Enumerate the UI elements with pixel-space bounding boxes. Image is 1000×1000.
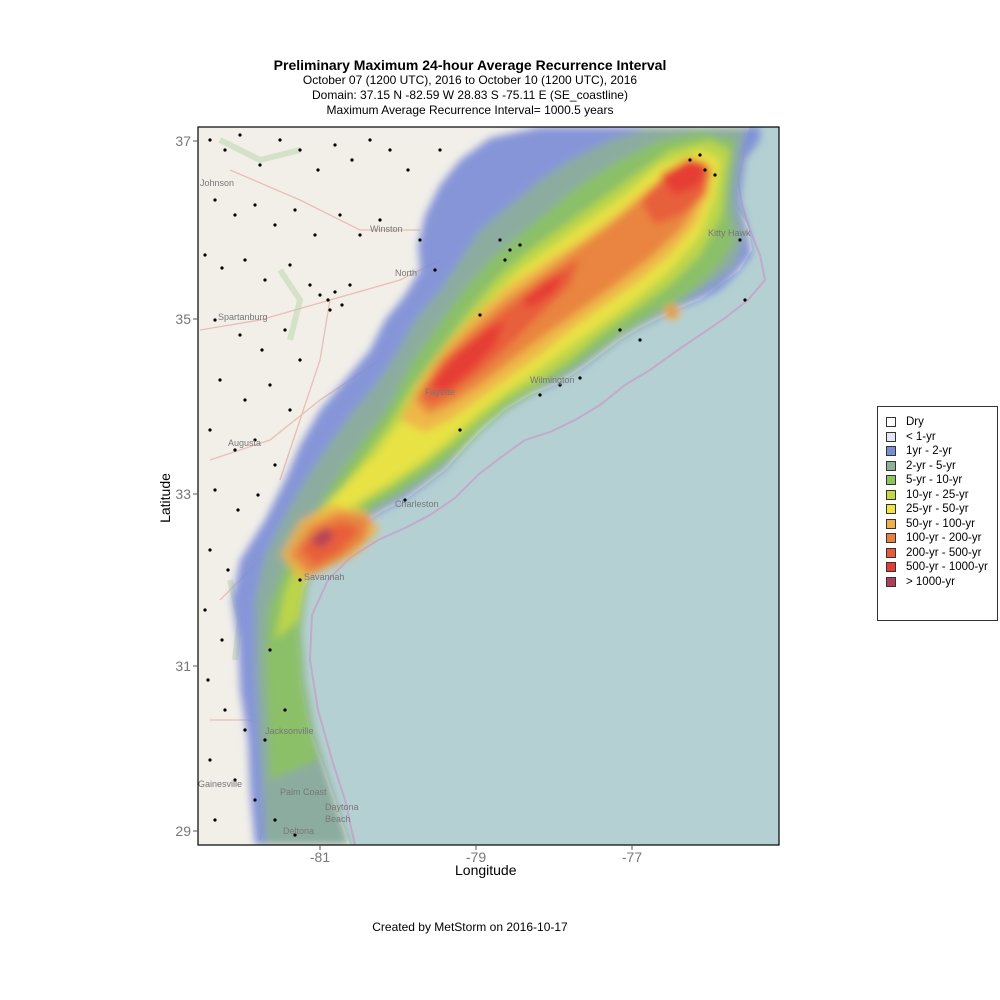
legend-item: > 1000-yr: [886, 575, 997, 590]
legend-label: < 1-yr: [906, 430, 936, 443]
city-label-augusta: Augusta: [228, 438, 261, 448]
x-axis-title: Longitude: [455, 862, 517, 878]
legend-label: 500-yr - 1000-yr: [906, 561, 988, 574]
city-label-wilmington: Wilmington: [530, 375, 575, 385]
legend-item: 25-yr - 50-yr: [886, 502, 997, 517]
city-label-daytona: Daytona: [325, 802, 359, 812]
legend-item: 50-yr - 100-yr: [886, 517, 997, 532]
city-label-johnson: Johnson: [200, 178, 234, 188]
map-subtitle-domain: Domain: 37.15 N -82.59 W 28.83 S -75.11 …: [312, 88, 628, 102]
legend-swatch: [886, 489, 896, 500]
map-frame: [197, 126, 780, 846]
city-label-jacksonville: Jacksonville: [265, 726, 314, 736]
legend-item: 2-yr - 5-yr: [886, 459, 997, 474]
city-label-palm-coast: Palm Coast: [280, 787, 327, 797]
city-label-gainesville: Gainesville: [198, 779, 242, 789]
legend: Dry < 1-yr 1yr - 2-yr 2-yr - 5-yr 5-yr -…: [877, 406, 998, 621]
legend-item: 10-yr - 25-yr: [886, 488, 997, 503]
legend-swatch: [886, 576, 896, 587]
footer-credit: Created by MetStorm on 2016-10-17: [372, 920, 568, 934]
x-tick-label: -81: [310, 849, 330, 865]
y-tick-label: 31: [175, 658, 191, 674]
city-label-kitty-hawk: Kitty Hawk: [708, 228, 751, 238]
legend-label: Dry: [906, 416, 924, 429]
city-label-spartanburg: Spartanburg: [218, 312, 268, 322]
legend-label: 1yr - 2-yr: [906, 445, 952, 458]
legend-item: Dry: [886, 415, 997, 430]
map-subtitle-maximum: Maximum Average Recurrence Interval= 100…: [326, 103, 614, 117]
legend-label: 2-yr - 5-yr: [906, 459, 956, 472]
recurrence-swath: [232, 127, 760, 845]
y-tick-label: 37: [175, 133, 191, 149]
station-points: [203, 133, 747, 837]
legend-label: 25-yr - 50-yr: [906, 503, 969, 516]
city-label-fayette: Fayette: [425, 387, 455, 397]
legend-item: < 1-yr: [886, 430, 997, 445]
city-label-winston: Winston: [370, 224, 403, 234]
city-label-beach: Beach: [325, 814, 351, 824]
y-axis-title: Latitude: [156, 473, 173, 523]
legend-swatch: [886, 504, 896, 515]
legend-item: 500-yr - 1000-yr: [886, 560, 997, 575]
legend-label: > 1000-yr: [906, 575, 955, 588]
legend-label: 50-yr - 100-yr: [906, 517, 976, 530]
region-label-north: North: [395, 268, 417, 278]
legend-label: 10-yr - 25-yr: [906, 488, 969, 501]
legend-swatch: [886, 518, 896, 529]
city-label-savannah: Savannah: [304, 572, 345, 582]
map-subtitle-dates: October 07 (1200 UTC), 2016 to October 1…: [302, 73, 638, 87]
legend-swatch: [886, 533, 896, 544]
city-label-deltona: Deltona: [283, 826, 314, 836]
legend-label: 200-yr - 500-yr: [906, 546, 982, 559]
legend-swatch: [886, 475, 896, 486]
legend-item: 100-yr - 200-yr: [886, 531, 997, 546]
city-label-charleston: Charleston: [395, 499, 439, 509]
legend-swatch: [886, 446, 896, 457]
legend-swatch: [886, 417, 896, 428]
legend-label: 5-yr - 10-yr: [906, 474, 963, 487]
legend-swatch: [886, 547, 896, 558]
x-tick-label: -77: [622, 849, 642, 865]
legend-swatch: [886, 431, 896, 442]
y-tick-label: 33: [175, 486, 191, 502]
legend-label: 100-yr - 200-yr: [906, 532, 982, 545]
legend-swatch: [886, 562, 896, 573]
legend-item: 200-yr - 500-yr: [886, 546, 997, 561]
map-title: Preliminary Maximum 24-hour Average Recu…: [273, 57, 667, 73]
legend-item: 5-yr - 10-yr: [886, 473, 997, 488]
legend-swatch: [886, 460, 896, 471]
y-tick-label: 29: [175, 823, 191, 839]
legend-item: 1yr - 2-yr: [886, 444, 997, 459]
x-tick-label: -79: [466, 849, 486, 865]
y-tick-label: 35: [175, 311, 191, 327]
ocean: [296, 127, 779, 845]
offshore-boundary: [308, 149, 767, 845]
